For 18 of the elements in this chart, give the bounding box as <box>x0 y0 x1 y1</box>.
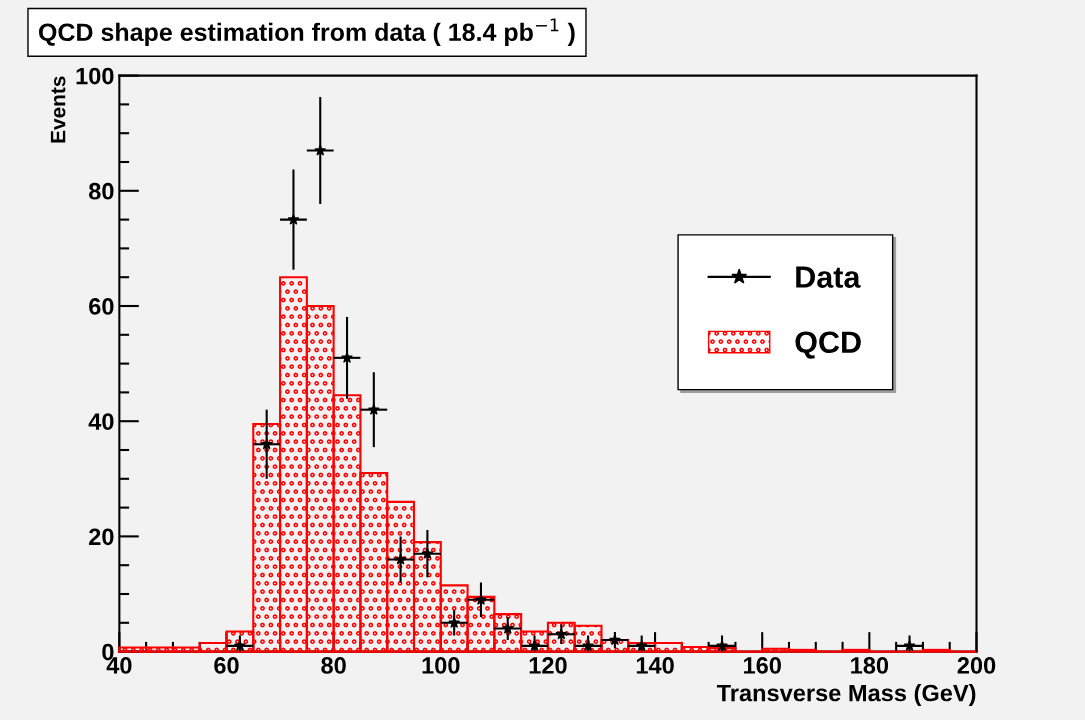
y-tick-label: 20 <box>89 528 114 546</box>
legend-label: Data <box>796 266 861 288</box>
legend-label: QCD <box>795 331 861 359</box>
x-tick-label: 60 <box>214 657 239 674</box>
x-tick-label: 180 <box>851 657 889 674</box>
y-tick-label: 100 <box>76 67 114 85</box>
x-tick-label: 140 <box>636 657 674 674</box>
y-axis-title: Events <box>50 76 66 143</box>
x-tick-label: 100 <box>422 657 460 674</box>
x-tick-label: 200 <box>957 657 996 674</box>
y-tick-label: 60 <box>89 298 114 315</box>
y-tick-label: 80 <box>88 182 114 200</box>
chart-title: QCD shape estimation from data ( 18.4 pb$^{−1}$ ) <box>39 18 575 47</box>
x-tick-label: 80 <box>321 657 346 674</box>
x-tick-label: 120 <box>529 657 567 674</box>
x-axis-title: Transverse Mass (GeV) <box>716 684 976 707</box>
x-tick-label: 160 <box>744 657 781 674</box>
y-tick-label: 40 <box>88 413 114 430</box>
